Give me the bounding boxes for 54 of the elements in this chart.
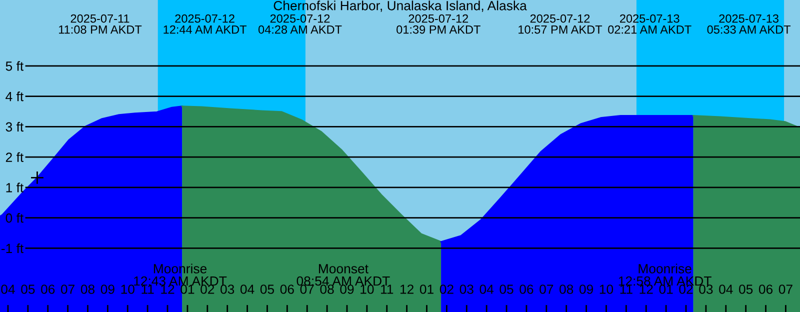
y-tick-label: 2 ft (6, 152, 24, 162)
x-tick-label: 02 (200, 284, 214, 294)
x-tick-label: 04 (480, 284, 494, 294)
y-tick-label: 4 ft (6, 92, 24, 102)
x-tick-label: 08 (560, 284, 574, 294)
annotation: Moonset 08:54 AM AKDT (296, 264, 390, 286)
x-tick-label: 06 (520, 284, 534, 294)
x-tick-label: 11 (142, 284, 154, 294)
x-tick-label: 05 (260, 284, 274, 294)
annotation: 2025-07-12 01:39 PM AKDT (396, 14, 480, 34)
x-tick-label: 03 (220, 284, 234, 294)
x-tick-label: 03 (460, 284, 474, 294)
x-tick-label: 10 (121, 284, 134, 294)
x-tick-label: 04 (719, 284, 733, 294)
x-tick-label: 01 (659, 284, 673, 294)
y-tick-label: -1 ft (1, 243, 24, 254)
annotation: 2025-07-12 12:44 AM AKDT (164, 14, 247, 34)
x-tick-label: 07 (60, 284, 74, 294)
x-tick-label: 10 (600, 284, 614, 294)
x-tick-label: 01 (420, 284, 434, 294)
annotation: 2025-07-13 02:21 AM AKDT (608, 14, 692, 34)
y-tick-label: 1 ft (6, 182, 24, 192)
x-tick-label: 05 (739, 284, 753, 294)
x-tick-label: 06 (41, 284, 55, 294)
x-tick-label: 09 (340, 284, 354, 294)
x-tick-label: 11 (620, 284, 632, 294)
x-tick-label: 04 (1, 284, 15, 294)
y-tick-label: 3 ft (6, 122, 24, 132)
x-tick-label: 02 (679, 284, 693, 294)
x-tick-label: 10 (360, 284, 374, 294)
x-tick-label: 06 (758, 284, 773, 294)
annotation: 2025-07-11 11:08 PM AKDT (59, 14, 142, 34)
annotation: 2025-07-13 05:33 AM AKDT (707, 14, 791, 34)
x-tick-label: 06 (280, 284, 294, 294)
x-tick-label: 09 (100, 284, 114, 294)
x-tick-label: 07 (300, 284, 314, 294)
x-tick-label: 03 (699, 284, 713, 294)
x-tick-label: 04 (240, 284, 254, 294)
y-tick-label: 5 ft (6, 61, 24, 71)
x-tick-label: 09 (579, 284, 594, 294)
y-tick-label: 0 ft (6, 213, 24, 223)
x-tick-label: 07 (778, 284, 792, 294)
x-tick-label: 12 (161, 284, 174, 294)
x-tick-label: 12 (640, 284, 653, 294)
x-tick-label: 12 (400, 284, 414, 294)
x-tick-label: 11 (381, 284, 394, 294)
x-tick-label: 05 (500, 284, 514, 294)
annotation: 2025-07-12 10:57 PM AKDT (518, 14, 602, 34)
x-tick-label: 07 (540, 284, 554, 294)
annotation: 2025-07-12 04:28 AM AKDT (258, 14, 342, 34)
x-tick-label: 08 (320, 284, 334, 294)
x-tick-label: 05 (21, 284, 35, 294)
x-tick-label: 08 (80, 284, 95, 294)
chart-title: Chernofski Harbor, Unalaska Island, Alaska (274, 0, 527, 12)
